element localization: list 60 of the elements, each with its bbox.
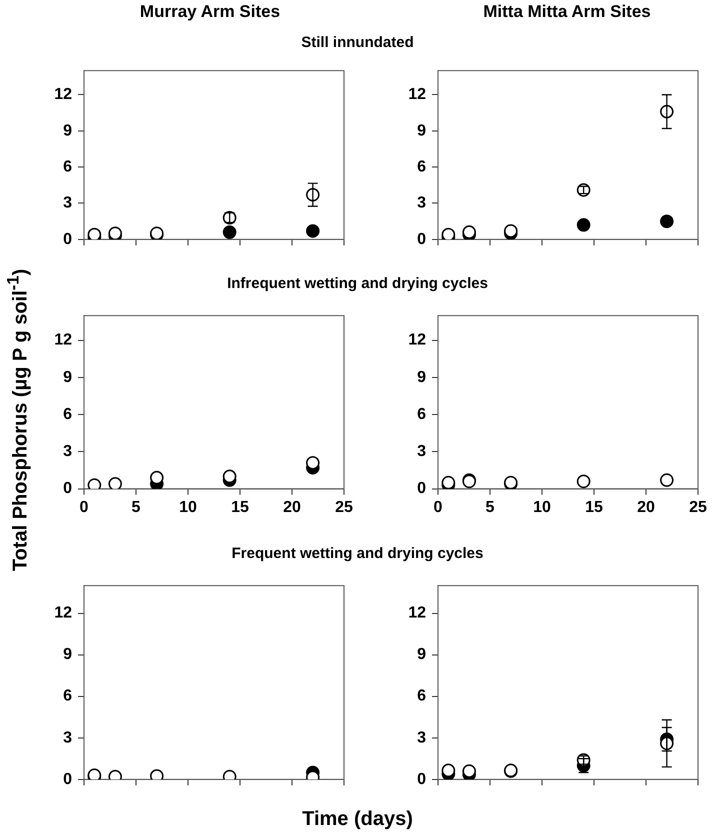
x-tick-label: 0 (80, 498, 89, 516)
y-tick-label: 6 (417, 406, 426, 423)
y-tick-label: 9 (417, 122, 426, 140)
y-tick-label: 6 (417, 158, 426, 176)
y-tick-label: 12 (408, 86, 426, 104)
y-tick-label: 0 (417, 770, 426, 788)
point (108, 226, 122, 240)
x-tick-label: 25 (335, 498, 353, 516)
y-tick-label: 9 (63, 646, 72, 664)
point (442, 764, 456, 778)
y-tick-label: 0 (63, 480, 72, 498)
x-tick-label: 15 (231, 498, 249, 516)
y-tick-label: 3 (63, 729, 72, 746)
y-tick-label: 6 (63, 158, 72, 176)
point (222, 225, 236, 239)
point (462, 764, 476, 778)
point (462, 225, 476, 239)
x-tick-label: 10 (179, 498, 197, 516)
point (576, 183, 590, 197)
point (576, 218, 590, 232)
x-tick-label: 5 (486, 498, 495, 516)
x-tick-label: 25 (689, 498, 707, 516)
y-tick-label: 9 (417, 368, 426, 386)
y-tick-label: 0 (417, 480, 426, 498)
point (88, 228, 102, 240)
y-tick-label: 3 (417, 443, 426, 460)
y-tick-label: 0 (63, 230, 72, 248)
y-tick-label: 12 (408, 604, 426, 622)
x-tick-label: 20 (637, 498, 655, 516)
x-tick-label: 0 (434, 498, 443, 516)
point (442, 228, 456, 240)
y-tick-label: 12 (54, 604, 72, 622)
y-tick-label: 3 (63, 194, 72, 212)
y-tick-label: 12 (54, 332, 72, 349)
x-tick-label: 20 (283, 498, 301, 516)
x-axis-title: Time (days) (301, 808, 414, 831)
y-tick-label: 3 (63, 443, 72, 460)
x-tick-label: 10 (533, 498, 551, 516)
chart-subtitle: Infrequent wetting and drying cycles (227, 275, 488, 292)
x-tick-label: 15 (585, 498, 603, 516)
point (504, 224, 518, 238)
y-tick-label: 12 (54, 86, 72, 104)
point (306, 224, 320, 238)
y-tick-label: 3 (417, 194, 426, 212)
y-tick-label: 0 (417, 230, 426, 248)
point (660, 214, 674, 228)
chart-title: Murray Arm Sites (138, 2, 282, 22)
y-tick-label: 9 (63, 368, 72, 386)
chart-subtitle: Frequent wetting and drying cycles (232, 545, 484, 562)
y-tick-label: 6 (63, 688, 72, 705)
y-tick-label: 6 (417, 688, 426, 705)
y-tick-label: 3 (417, 729, 426, 746)
y-tick-label: 9 (417, 646, 426, 664)
chart-subtitle: Still innundated (300, 34, 415, 51)
y-tick-label: 6 (63, 406, 72, 423)
chart-title: Mitta Mitta Arm Sites (482, 2, 652, 22)
y-tick-label: 0 (63, 770, 72, 788)
y-tick-label: 12 (408, 332, 426, 349)
y-tick-label: 9 (63, 122, 72, 140)
x-tick-label: 5 (132, 498, 141, 516)
